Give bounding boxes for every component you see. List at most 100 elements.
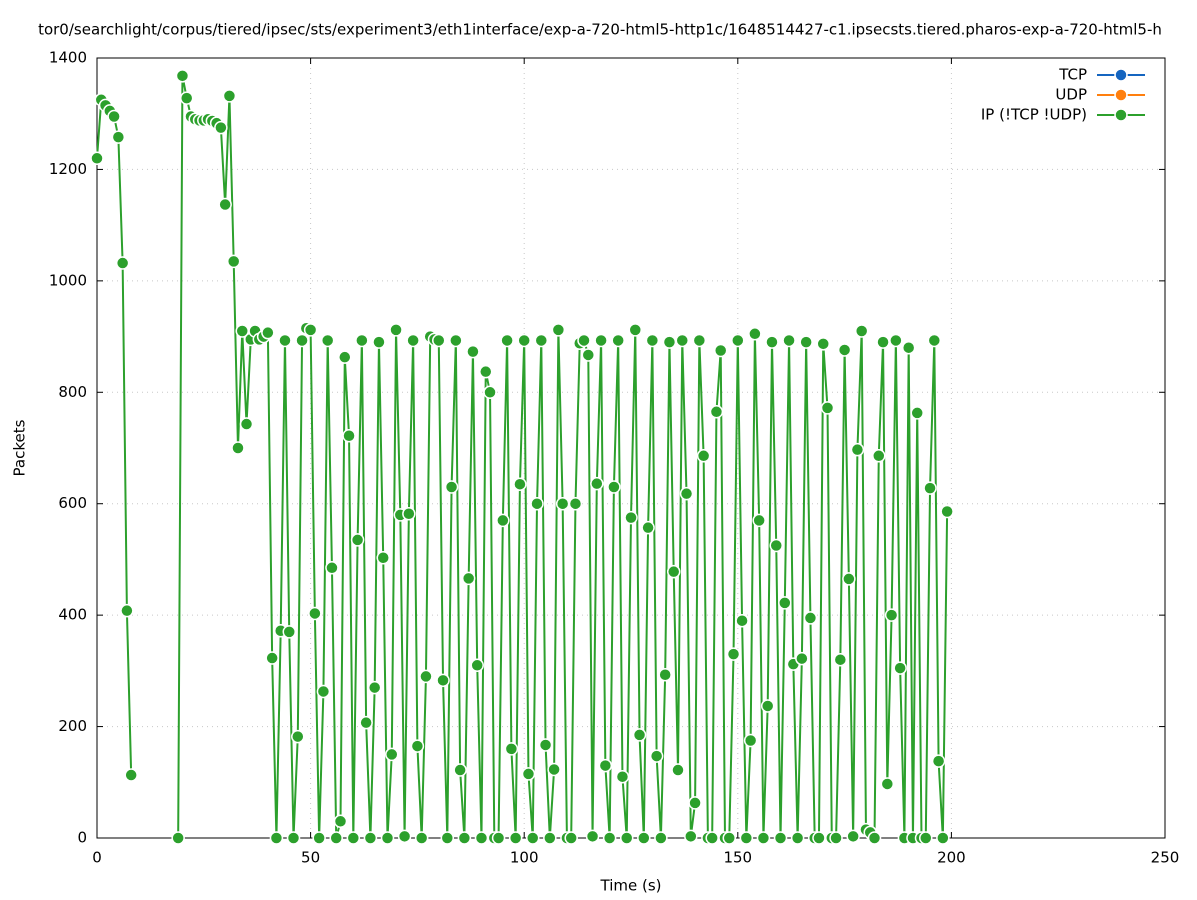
data-point [854,324,869,338]
data-point [931,754,946,768]
data-point [594,333,608,348]
data-point [543,831,557,845]
data-point [585,829,600,844]
data-point [453,763,467,777]
data-point [457,831,472,845]
data-point [850,442,865,457]
data-point [278,333,292,348]
data-point [590,476,604,491]
y-tick-label: 1200 [49,160,87,178]
data-point [837,343,852,357]
data-point [923,481,937,495]
data-point [675,333,690,348]
data-point [218,197,232,212]
data-point [820,401,835,415]
data-point [436,673,450,688]
data-point [564,831,578,845]
data-point [936,831,950,845]
data-point [329,831,343,845]
data-point [350,533,365,547]
y-tick-label: 200 [58,717,87,735]
data-point [829,831,843,845]
data-point [739,831,754,845]
data-point [308,606,322,621]
data-point [760,699,775,713]
data-point [731,333,745,348]
legend-label: UDP [1055,86,1087,104]
data-point [440,831,455,845]
data-point [385,747,399,762]
data-point [816,337,830,351]
data-point [632,728,647,742]
data-point [684,829,698,844]
data-point [402,506,416,521]
y-tick-label: 600 [58,494,87,512]
data-point [111,130,126,144]
data-point [120,603,134,618]
data-point [432,333,446,348]
data-point [705,831,719,845]
data-point [611,333,625,348]
data-point [607,480,621,494]
data-point [179,91,194,105]
data-point [214,120,228,135]
data-point [752,513,766,528]
data-point [124,768,138,782]
x-axis-label: Time (s) [600,877,662,895]
data-point [389,323,403,337]
data-point [743,733,758,748]
data-point [641,520,655,535]
data-point [713,343,728,358]
data-point [927,333,942,348]
data-point [748,327,762,341]
data-point [654,831,668,845]
data-point [483,385,497,400]
legend-label: TCP [1058,66,1087,84]
data-point [846,829,860,844]
data-point [765,335,779,349]
data-point [470,658,484,673]
data-point [491,831,506,845]
data-point [756,831,771,845]
y-tick-label: 0 [77,829,87,847]
data-point [645,333,660,348]
chart-title: tor0/searchlight/corpus/tiered/ipsec/sts… [38,21,1162,39]
data-point [884,608,899,622]
data-point [880,777,895,791]
data-point [637,831,651,845]
data-point [662,335,677,349]
data-point [555,496,570,511]
data-point [359,715,373,730]
data-point [534,333,549,348]
data-point [649,749,664,763]
data-point [449,333,463,348]
y-tick-label: 1000 [49,271,87,289]
data-point [679,486,694,501]
series-line [96,97,133,776]
data-point [525,831,540,845]
data-point [773,831,788,845]
data-point [568,496,583,511]
data-point [778,596,792,610]
x-tick-label: 150 [723,849,752,867]
data-point [222,89,237,103]
data-point [175,69,190,83]
data-point [538,738,553,752]
data-point [799,335,813,349]
data-point [333,814,348,829]
data-point [658,668,672,682]
data-point [410,739,425,753]
data-point [876,335,890,349]
data-point [842,572,856,586]
data-point [372,335,386,349]
data-point [688,796,702,810]
x-tick-label: 0 [92,849,102,867]
data-point [726,647,741,661]
data-point [363,831,378,845]
data-point [893,661,907,675]
plot-frame [96,57,1166,839]
data-point [530,496,544,511]
x-tick-label: 50 [301,849,320,867]
y-tick-label: 800 [58,383,87,401]
